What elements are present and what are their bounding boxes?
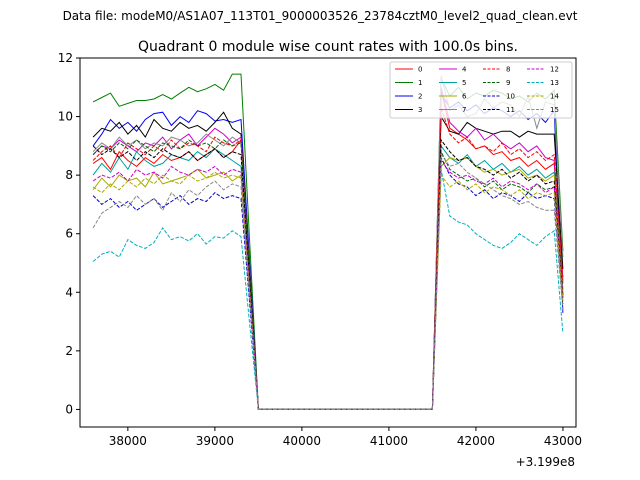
legend-label-7: 7 xyxy=(462,106,466,114)
y-tick-label: 10 xyxy=(58,110,73,124)
legend-label-14: 14 xyxy=(550,93,559,101)
chart-title: Quadrant 0 module wise count rates with … xyxy=(138,39,518,55)
x-tick-label: 42000 xyxy=(457,434,495,448)
legend-label-6: 6 xyxy=(462,93,467,101)
legend-label-0: 0 xyxy=(418,66,422,74)
y-tick-label: 12 xyxy=(58,51,73,65)
legend-label-9: 9 xyxy=(506,79,510,87)
axes-frame xyxy=(79,57,577,428)
suptitle: Data file: modeM0/AS1A07_113T01_90000035… xyxy=(63,9,578,23)
x-axis: 38000 39000 40000 41000 42000 43000 xyxy=(109,427,582,448)
x-tick-label: 38000 xyxy=(109,434,147,448)
legend-label-1: 1 xyxy=(418,79,422,87)
legend-label-8: 8 xyxy=(506,66,510,74)
y-tick-label: 6 xyxy=(65,227,73,241)
legend-label-15: 15 xyxy=(550,106,559,114)
x-tick-label: 40000 xyxy=(283,434,321,448)
y-tick-label: 0 xyxy=(65,402,73,416)
legend-label-5: 5 xyxy=(462,79,466,87)
x-tick-label: 39000 xyxy=(196,434,234,448)
legend-label-3: 3 xyxy=(418,106,422,114)
legend-label-2: 2 xyxy=(418,93,422,101)
plot-lines xyxy=(92,73,564,410)
legend-label-4: 4 xyxy=(462,66,467,74)
series-line-15 xyxy=(92,153,564,410)
series-line-11 xyxy=(92,138,564,410)
legend-box xyxy=(389,61,573,119)
y-tick-label: 4 xyxy=(65,285,73,299)
y-tick-label: 8 xyxy=(65,168,73,182)
legend-label-11: 11 xyxy=(506,106,515,114)
legend-label-13: 13 xyxy=(550,79,559,87)
y-axis: 0 2 4 6 8 10 12 xyxy=(58,51,80,416)
x-tick-label: 41000 xyxy=(370,434,408,448)
x-tick-label: 43000 xyxy=(544,434,582,448)
legend-label-12: 12 xyxy=(550,66,559,74)
legend-label-10: 10 xyxy=(506,93,515,101)
x-offset-label: +3.199e8 xyxy=(516,455,575,469)
y-tick-label: 2 xyxy=(65,344,73,358)
